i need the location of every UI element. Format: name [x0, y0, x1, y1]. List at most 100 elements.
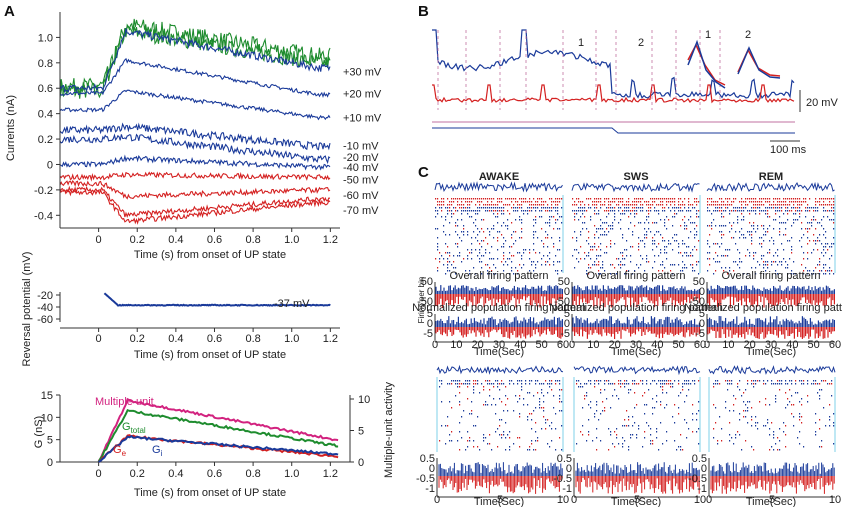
c-hist-ytick: 50 — [421, 276, 433, 288]
c-raster-dot — [457, 198, 459, 200]
c-raster-dot — [709, 234, 711, 236]
c-raster-dot — [497, 213, 499, 215]
c-bottom-raster-dot — [596, 401, 598, 403]
c-raster-dot — [719, 204, 721, 206]
c-bottom-raster-dot — [787, 404, 789, 406]
c-raster-dot — [721, 198, 723, 200]
c-raster-dot — [497, 204, 499, 206]
c-raster-dot — [580, 207, 582, 209]
c-raster-dot — [825, 237, 827, 239]
c-raster-dot — [551, 210, 553, 212]
c-bottom-raster-dot — [650, 440, 652, 442]
c-raster-dot — [767, 198, 769, 200]
c-raster-dot — [443, 204, 445, 206]
c-raster-dot — [511, 234, 513, 236]
c-raster-dot — [775, 198, 777, 200]
c-raster-dot — [763, 198, 765, 200]
c-raster-dot — [767, 210, 769, 212]
c-raster-dot — [632, 246, 634, 248]
c-bottom-ytick: -1 — [697, 483, 707, 495]
c-bottom-raster-dot — [473, 380, 475, 382]
c-bottom-raster-dot — [795, 392, 797, 394]
c-raster-dot — [602, 264, 604, 266]
c-raster-dot — [781, 222, 783, 224]
c-raster-dot — [620, 261, 622, 263]
c-raster-dot — [594, 261, 596, 263]
c-bottom-raster-dot — [787, 383, 789, 385]
c-raster-dot — [775, 210, 777, 212]
c-raster-dot — [590, 219, 592, 221]
c-bottom-raster-dot — [561, 401, 563, 403]
c-raster-dot — [664, 219, 666, 221]
c-raster-dot — [823, 207, 825, 209]
c-bottom-raster-dot — [692, 413, 694, 415]
c-raster-dot — [781, 210, 783, 212]
c-raster-dot — [537, 237, 539, 239]
c-raster-dot — [680, 207, 682, 209]
c-raster-dot — [497, 240, 499, 242]
a1-trace--20mV — [59, 133, 331, 165]
c-raster-dot — [829, 210, 831, 212]
c-bottom-raster-dot — [441, 380, 443, 382]
a1-trace-label: -60 mV — [343, 190, 379, 202]
c-raster-dot — [729, 267, 731, 269]
c-bottom-raster-dot — [519, 416, 521, 418]
c-bottom-raster-dot — [662, 380, 664, 382]
c-bottom-raster-dot — [785, 425, 787, 427]
c-raster-dot — [557, 261, 559, 263]
c-raster-dot — [715, 207, 717, 209]
c-raster-dot — [715, 261, 717, 263]
c-bottom-raster-dot — [606, 398, 608, 400]
c-raster-dot — [803, 201, 805, 203]
c-raster-dot — [765, 201, 767, 203]
c-raster-dot — [711, 198, 713, 200]
c-bottom-raster-dot — [499, 419, 501, 421]
a1-trace--70mV — [59, 188, 331, 225]
c-raster-dot — [513, 210, 515, 212]
c-raster-dot — [519, 198, 521, 200]
c-bottom-raster-dot — [715, 407, 717, 409]
c-bottom-raster-dot — [682, 389, 684, 391]
c-bottom-raster-dot — [555, 449, 557, 451]
c-raster-dot — [781, 204, 783, 206]
c-raster-dot — [741, 198, 743, 200]
a3-xtick-label: 1.2 — [323, 468, 338, 480]
c-bottom-raster-dot — [551, 428, 553, 430]
c-raster-dot — [753, 207, 755, 209]
c-raster-dot — [507, 204, 509, 206]
c-bottom-raster-dot — [642, 380, 644, 382]
c-raster-dot — [676, 207, 678, 209]
c-raster-dot — [729, 231, 731, 233]
c-bottom-raster-dot — [519, 446, 521, 448]
c-raster-dot — [632, 231, 634, 233]
c-raster-dot — [515, 201, 517, 203]
c-raster-dot — [660, 219, 662, 221]
a1-xtick-label: 0.2 — [130, 234, 145, 246]
c-bottom-raster-dot — [465, 449, 467, 451]
c-raster-dot — [547, 210, 549, 212]
c-raster-dot — [457, 234, 459, 236]
c-raster-dot — [479, 231, 481, 233]
b-inset1-blue — [687, 39, 726, 89]
c-raster-dot — [620, 228, 622, 230]
c-raster-dot — [445, 273, 447, 275]
c-raster-dot — [731, 225, 733, 227]
c-raster-dot — [749, 213, 751, 215]
c-raster-dot — [588, 255, 590, 257]
c-raster-dot — [535, 201, 537, 203]
c-bottom-raster-dot — [793, 425, 795, 427]
c-raster-dot — [561, 222, 563, 224]
chart-b: 1 2 1 2 20 mV 100 ms — [432, 29, 838, 156]
c-bottom-raster-dot — [733, 404, 735, 406]
c-bottom-raster-dot — [537, 440, 539, 442]
c-raster-dot — [537, 201, 539, 203]
c-raster-dot — [690, 222, 692, 224]
c-raster-dot — [662, 198, 664, 200]
c-raster-dot — [557, 201, 559, 203]
c-bottom-raster-dot — [517, 401, 519, 403]
c-raster-dot — [549, 252, 551, 254]
a2-ytick-label: -40 — [37, 302, 53, 314]
c-raster-dot — [465, 270, 467, 272]
c-bottom-raster-dot — [596, 428, 598, 430]
c-raster-dot — [753, 255, 755, 257]
